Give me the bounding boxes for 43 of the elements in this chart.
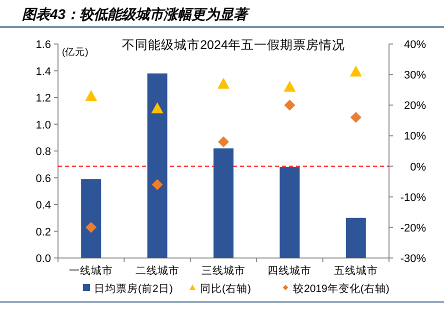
y2-tick-label: 10% [404,130,426,143]
x-tick-label: 四线城市 [268,264,312,277]
x-tick-label: 三线城市 [202,264,246,277]
y-tick-label: 1.0 [36,119,51,132]
y2-tick-label: 0% [410,161,426,174]
point [284,100,296,111]
bar [346,218,366,258]
point [350,112,362,123]
y-tick-label: 0.6 [36,172,51,185]
chart-subtitle: 不同能级城市2024年五一假期票房情况 [122,37,345,52]
y2-tick-label: 20% [404,100,426,112]
point [152,179,163,190]
y-tick-label: 1.4 [36,66,51,78]
legend-label: 日均票房(前2日) [94,282,173,295]
x-tick-label: 二线城市 [135,264,180,277]
chart-title: 图表43：较低能级城市涨幅更为显著 [22,6,251,22]
point [86,222,97,233]
y-tick-label: 0.4 [36,200,51,212]
bar [214,148,234,258]
y2-tick-label: 30% [404,70,426,82]
x-tick-label: 五线城市 [334,264,378,277]
point [85,90,98,101]
legend-label: 较2019年变化(右轴) [293,282,390,295]
point [218,78,230,89]
bar [81,179,102,258]
point [151,102,164,114]
legend-label: 同比(右轴) [200,282,251,295]
y2-tick-label: -10% [400,192,426,204]
y-tick-label: 1.6 [36,39,51,51]
point [284,80,296,92]
y-tick-label: 0.0 [36,253,51,265]
point [218,136,229,148]
y-tick-label: 0.8 [36,146,51,158]
bar [280,167,300,258]
y-tick-label: 0.2 [36,226,51,238]
x-tick-label: 一线城市 [69,264,114,277]
point [350,66,362,77]
y-axis-title: (亿元) [62,47,88,58]
bar [147,73,168,258]
y-tick-label: 1.2 [36,92,51,104]
y2-tick-label: -30% [400,253,426,265]
y2-tick-label: -20% [400,222,426,234]
y2-tick-label: 40% [404,39,426,51]
